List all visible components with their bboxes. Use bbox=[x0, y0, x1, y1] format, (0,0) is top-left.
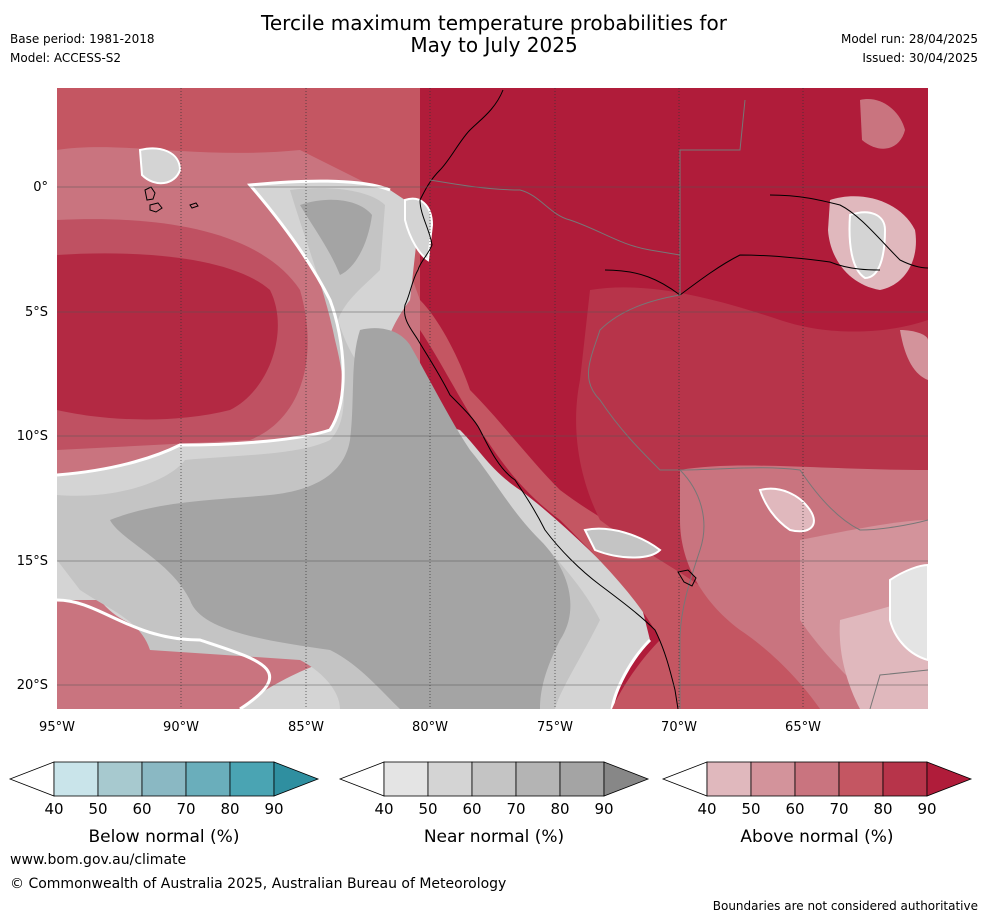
legend-tick-label: 90 bbox=[594, 800, 613, 818]
legend-extend-high bbox=[273, 761, 320, 797]
legend-3: 40 50 60 70 80 90 Above normal (%) bbox=[661, 761, 973, 847]
probability-map: 0° 5°S 10°S 15°S 20°S 95°W 90°W 85°W 80°… bbox=[17, 88, 928, 735]
legend-tick-label: 80 bbox=[550, 800, 569, 818]
legend-swatch bbox=[141, 761, 187, 797]
legend-title: Above normal (%) bbox=[740, 827, 893, 847]
lat-labels: 0° 5°S 10°S 15°S 20°S bbox=[17, 180, 48, 693]
title-line-2: May to July 2025 bbox=[410, 33, 578, 57]
model-name: Model: ACCESS-S2 bbox=[10, 51, 122, 65]
legend-title: Below normal (%) bbox=[89, 827, 240, 847]
legend-swatch bbox=[794, 761, 840, 797]
legends: 40 50 60 70 80 90 Below normal (%) 40 50 60 70 80 90… bbox=[8, 761, 973, 847]
legend-tick-label: 70 bbox=[506, 800, 525, 818]
legend-tick-label: 90 bbox=[264, 800, 283, 818]
lon-labels: 95°W 90°W 85°W 80°W 75°W 70°W 65°W bbox=[39, 720, 821, 735]
lon-label: 75°W bbox=[537, 720, 573, 735]
legend-extend-low bbox=[8, 761, 55, 797]
legend-swatch bbox=[706, 761, 752, 797]
model-run: Model run: 28/04/2025 bbox=[840, 32, 978, 46]
near-normal-patch-east bbox=[889, 563, 928, 662]
legend-tick-label: 80 bbox=[873, 800, 892, 818]
legend-swatch bbox=[185, 761, 231, 797]
base-period: Base period: 1981-2018 bbox=[10, 32, 155, 46]
legend-extend-high bbox=[926, 761, 973, 797]
lat-label: 5°S bbox=[25, 305, 48, 320]
legend-tick-label: 60 bbox=[785, 800, 804, 818]
legend-tick-label: 50 bbox=[88, 800, 107, 818]
legend-swatch bbox=[53, 761, 99, 797]
map-fill bbox=[57, 88, 928, 709]
lat-label: 10°S bbox=[17, 429, 48, 444]
legend-tick-label: 70 bbox=[829, 800, 848, 818]
legend-extend-high bbox=[603, 761, 650, 797]
lon-label: 70°W bbox=[661, 720, 697, 735]
legend-swatch bbox=[427, 761, 473, 797]
map-title: Tercile maximum temperature probabilitie… bbox=[0, 12, 988, 56]
legend-tick-label: 90 bbox=[917, 800, 936, 818]
legend-2: 40 50 60 70 80 90 Near normal (%) bbox=[338, 761, 650, 847]
legend-tick-label: 80 bbox=[220, 800, 239, 818]
issued-date: Issued: 30/04/2025 bbox=[862, 51, 978, 65]
legend-tick-label: 50 bbox=[741, 800, 760, 818]
legend-tick-label: 40 bbox=[374, 800, 393, 818]
legend-tick-label: 50 bbox=[418, 800, 437, 818]
near-normal-80 bbox=[110, 328, 571, 709]
legend-swatch bbox=[471, 761, 517, 797]
lat-label: 0° bbox=[33, 180, 48, 195]
lon-label: 80°W bbox=[412, 720, 448, 735]
title-line-1: Tercile maximum temperature probabilitie… bbox=[261, 11, 727, 35]
source-url: www.bom.gov.au/climate bbox=[10, 852, 187, 868]
legend-swatch bbox=[750, 761, 796, 797]
copyright: © Commonwealth of Australia 2025, Austra… bbox=[10, 876, 507, 892]
legend-extend-low bbox=[661, 761, 708, 797]
lat-label: 20°S bbox=[17, 678, 48, 693]
legend-tick-label: 70 bbox=[176, 800, 195, 818]
legend-tick-label: 40 bbox=[697, 800, 716, 818]
legend-swatch bbox=[838, 761, 884, 797]
legend-tick-label: 60 bbox=[132, 800, 151, 818]
legend-swatch bbox=[97, 761, 143, 797]
legend-swatch bbox=[559, 761, 605, 797]
lon-label: 85°W bbox=[288, 720, 324, 735]
lat-label: 15°S bbox=[17, 554, 48, 569]
disclaimer: Boundaries are not considered authoritat… bbox=[712, 899, 978, 913]
lon-label: 95°W bbox=[39, 720, 75, 735]
legend-tick-label: 40 bbox=[44, 800, 63, 818]
legend-swatch bbox=[229, 761, 275, 797]
legend-swatch bbox=[882, 761, 928, 797]
graticule bbox=[57, 186, 928, 686]
legend-title: Near normal (%) bbox=[424, 827, 564, 847]
legend-tick-label: 60 bbox=[462, 800, 481, 818]
legend-1: 40 50 60 70 80 90 Below normal (%) bbox=[8, 761, 320, 847]
legend-swatch bbox=[515, 761, 561, 797]
lon-label: 90°W bbox=[163, 720, 199, 735]
legend-swatch bbox=[383, 761, 429, 797]
lon-label: 65°W bbox=[785, 720, 821, 735]
near-normal-patch-north bbox=[300, 199, 372, 275]
legend-extend-low bbox=[338, 761, 385, 797]
